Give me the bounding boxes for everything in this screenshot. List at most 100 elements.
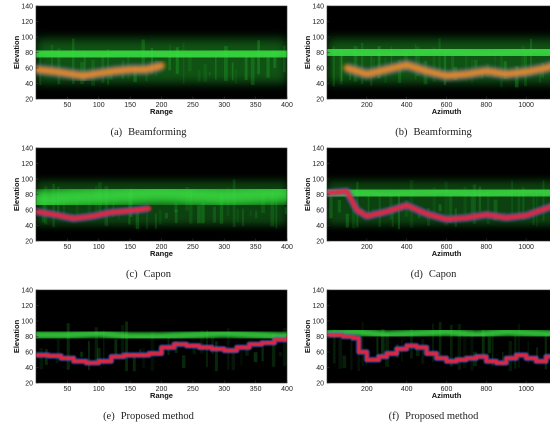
y-tick-label: 40 [316,223,324,230]
x-tick-label: 800 [480,386,492,393]
x-tick-label: 150 [124,386,136,393]
y-tick-label: 60 [316,65,324,72]
clutter-streak [339,48,343,85]
panel-caption: (d) Capon [301,269,550,280]
clutter-streak [444,181,448,226]
green-band-core [327,46,550,59]
y-axis-label: Elevation [303,35,312,69]
clutter-streak [241,208,245,227]
clutter-streak [253,352,258,362]
x-tick-label: 250 [187,386,199,393]
clutter-streak [522,187,525,220]
clutter-streak [381,329,385,358]
clutter-streak [75,196,79,221]
clutter-streak [278,352,283,357]
y-tick-label: 80 [316,334,324,341]
caption-letter: (e) [103,411,115,422]
clutter-streak [470,330,474,371]
clutter-streak [282,328,287,367]
x-tick-label: 300 [218,102,230,109]
clutter-streak [145,71,148,82]
panel-f: 2040608010012014020040060080010001200Azi… [301,287,550,403]
clutter-streak [284,207,287,215]
x-tick-label: 50 [63,244,71,251]
green-band-core [36,47,287,61]
clutter-streak [231,62,234,81]
clutter-streak [214,341,218,372]
clutter-streak [197,205,201,224]
clutter-streak [189,190,193,224]
caption-text: Beamforming [413,127,472,138]
y-tick-label: 40 [25,223,33,230]
x-tick-label: 100 [93,386,105,393]
clutter-streak [266,57,270,78]
clutter-streak [491,333,494,367]
clutter-streak [203,63,207,82]
heatmap-svg: 20 40 60 80 100 120 140 50 100 150 200 250 300 350 400… [12,3,293,116]
x-tick-label: 200 [361,386,373,393]
clutter-streak [391,209,394,228]
clutter-streak [146,213,148,230]
clutter-streak [438,322,442,360]
y-tick-label: 80 [25,334,33,341]
x-tick-label: 400 [401,102,413,109]
green-band-core [36,331,287,339]
y-tick-label: 60 [25,207,33,214]
caption-letter: (f) [388,411,400,422]
y-tick-label: 120 [312,19,324,26]
clutter-streak [367,195,370,217]
clutter-streak [231,352,236,371]
clutter-streak [340,53,343,82]
clutter-streak [438,204,442,212]
clutter-streak [539,71,541,83]
y-tick-label: 120 [21,303,33,310]
clutter-streak [255,210,258,218]
y-tick-label: 80 [25,50,33,57]
panel-b: 2040608010012014020040060080010001200Azi… [301,3,550,119]
y-tick-label: 120 [312,303,324,310]
x-tick-label: 400 [281,244,293,251]
x-tick-label: 50 [63,386,71,393]
clutter-streak [361,321,364,366]
heatmap-svg: 2040608010012014020040060080010001200Azi… [303,145,550,258]
clutter-streak [493,199,498,221]
x-tick-label: 1000 [518,102,534,109]
y-tick-label: 140 [312,145,324,152]
clutter-streak [192,343,196,355]
x-tick-label: 400 [401,386,413,393]
clutter-streak [135,209,140,230]
x-tick-label: 400 [401,244,413,251]
clutter-streak [261,347,264,362]
clutter-streak [421,339,425,365]
clutter-streak [174,209,178,224]
target-track [327,188,550,222]
caption-text: Capon [428,269,457,280]
clutter-streak [114,339,118,356]
clutter-streak [415,349,420,357]
clutter-streak [486,192,490,225]
clutter-streak [96,347,101,364]
y-axis-label: Elevation [303,319,312,353]
clutter-streak [345,213,349,228]
x-axis-label: Azimuth [432,107,462,116]
x-tick-label: 50 [63,102,71,109]
y-tick-label: 60 [316,207,324,214]
clutter-streak [350,335,353,371]
panel-a: 20 40 60 80 100 120 140 50 100 150 200 250 300 350 400… [10,3,293,119]
y-tick-label: 20 [316,96,324,103]
y-tick-label: 20 [25,380,33,387]
x-tick-label: 250 [187,244,199,251]
x-tick-label: 200 [361,244,373,251]
panel-caption: (c) Capon [10,269,287,280]
x-tick-label: 100 [93,102,105,109]
clutter-streak [514,335,517,369]
caption-text: Beamforming [128,127,187,138]
caption-text: Capon [143,269,172,280]
x-tick-label: 400 [281,386,293,393]
clutter-streak [133,67,137,83]
x-tick-label: 600 [441,244,453,251]
clutter-streak [329,190,333,219]
x-tick-label: 150 [124,244,136,251]
y-tick-label: 100 [312,318,324,325]
x-tick-label: 150 [124,102,136,109]
